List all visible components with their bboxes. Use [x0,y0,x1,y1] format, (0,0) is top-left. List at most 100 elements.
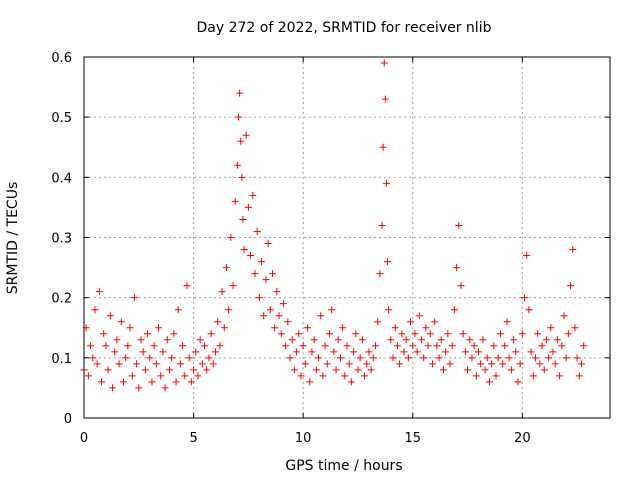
data-point [350,348,358,356]
data-point [551,360,559,368]
data-point [323,360,331,368]
data-point [345,360,353,368]
y-tick-label: 0.2 [51,292,72,307]
data-point [501,342,509,350]
data-point [503,318,511,326]
data-point [233,161,241,169]
data-point [196,336,204,344]
data-point [240,246,248,254]
data-point [157,372,165,380]
data-point [505,354,513,362]
data-point [84,372,92,380]
data-point [179,342,187,350]
data-point [396,360,404,368]
data-point [369,354,377,362]
data-point [354,366,362,374]
data-point [358,336,366,344]
x-axis-label: GPS time / hours [285,458,402,474]
data-point [525,306,533,314]
data-point [268,270,276,278]
data-point [507,366,515,374]
data-point [450,306,458,314]
data-point [424,342,432,350]
data-point [319,372,327,380]
x-tick-label: 5 [189,431,197,446]
data-point [253,227,261,235]
data-point [321,342,329,350]
data-point [152,360,160,368]
data-point [205,354,213,362]
data-points [80,59,588,392]
data-point [385,306,393,314]
data-point [277,330,285,338]
data-point [466,336,474,344]
data-point [468,354,476,362]
data-point [119,378,127,386]
x-tick-label: 20 [514,431,531,446]
data-point [222,264,230,272]
data-point [343,342,351,350]
data-point [220,324,228,332]
data-point [137,336,145,344]
x-tick-label: 10 [295,431,312,446]
data-point [542,336,550,344]
data-point [163,336,171,344]
data-point [275,312,283,320]
data-point [433,342,441,350]
data-point [237,137,245,145]
data-point [100,330,108,338]
data-point [457,282,465,290]
data-point [203,366,211,374]
data-point [575,372,583,380]
data-point [496,330,504,338]
data-point [472,372,480,380]
data-point [159,348,167,356]
axis-ticks: 0 0.1 0.2 0.3 0.4 0.5 0.6 0 5 10 15 20 [51,51,610,446]
data-point [239,215,247,223]
data-point [400,348,408,356]
data-point [518,330,526,338]
data-point [361,372,369,380]
data-point [569,246,577,254]
data-point [301,360,309,368]
data-point [128,372,136,380]
data-point [365,348,373,356]
data-point [106,312,114,320]
data-point [356,354,364,362]
data-point [336,354,344,362]
data-point [341,372,349,380]
data-point [238,173,246,181]
data-point [168,354,176,362]
data-point [404,354,412,362]
data-point [382,179,390,187]
data-point [483,354,491,362]
data-point [185,354,193,362]
data-point [286,354,294,362]
data-point [295,330,303,338]
data-point [479,336,487,344]
data-point [249,191,257,199]
data-point [422,324,430,332]
data-point [214,318,222,326]
data-point [411,330,419,338]
data-point [95,288,103,296]
data-point [235,113,243,121]
data-point [91,306,99,314]
data-point [325,330,333,338]
data-point [207,330,215,338]
data-point [288,336,296,344]
y-tick-label: 0.6 [51,51,72,66]
data-point [529,372,537,380]
data-point [306,378,314,386]
data-point [139,348,147,356]
data-point [212,348,219,356]
y-tick-label: 0.4 [51,171,72,186]
data-point [111,348,119,356]
data-point [297,372,305,380]
data-point [426,330,434,338]
data-point [567,282,575,290]
y-tick-label: 0.1 [51,352,72,367]
data-point [374,318,382,326]
y-tick-label: 0.3 [51,232,72,247]
data-point [332,366,340,374]
